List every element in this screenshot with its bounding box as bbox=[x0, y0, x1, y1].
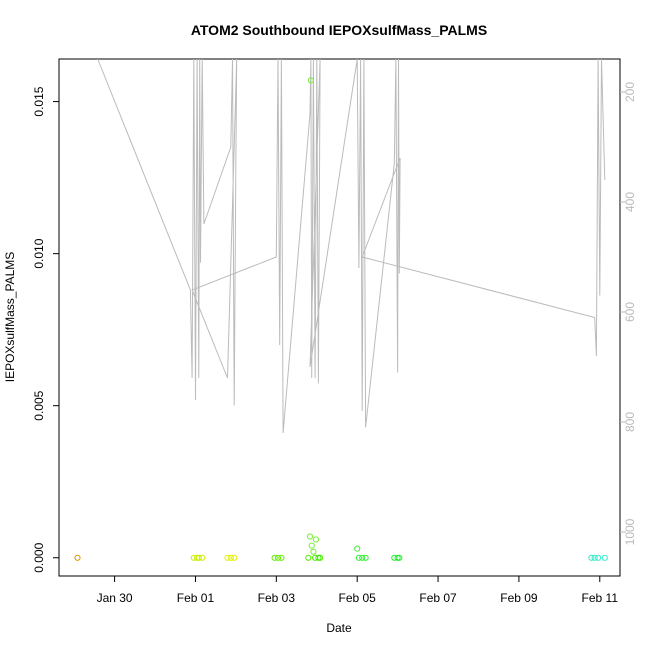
y-tick-label: 0.010 bbox=[32, 238, 46, 268]
data-point bbox=[231, 554, 238, 561]
y-tick-label: 0.005 bbox=[32, 390, 46, 420]
data-point bbox=[601, 554, 608, 561]
data-point bbox=[355, 554, 362, 561]
plot-frame bbox=[58, 58, 621, 577]
data-point bbox=[199, 554, 206, 561]
y-tick-label: 0.000 bbox=[32, 542, 46, 572]
x-tick-label: Feb 05 bbox=[339, 591, 377, 605]
data-points bbox=[74, 77, 608, 561]
data-point bbox=[274, 554, 282, 561]
y2-tick-label: 200 bbox=[623, 82, 637, 102]
x-tick-label: Feb 11 bbox=[582, 591, 619, 605]
x-tick-label: Jan 30 bbox=[97, 591, 133, 605]
data-point bbox=[305, 554, 312, 561]
y-axis-label: IEPOXsulfMass_PALMS bbox=[3, 252, 17, 383]
data-point bbox=[312, 536, 319, 543]
data-point bbox=[315, 554, 322, 561]
data-point bbox=[308, 542, 315, 549]
data-point bbox=[195, 554, 202, 561]
data-point bbox=[310, 548, 317, 555]
data-point bbox=[74, 554, 81, 561]
data-point bbox=[271, 554, 278, 561]
data-point bbox=[278, 554, 285, 561]
data-point bbox=[396, 554, 403, 561]
data-point bbox=[317, 554, 324, 561]
secondary-series-line bbox=[97, 58, 606, 434]
x-axis: Jan 30 Feb 01 Feb 03 Feb 05 Feb 07 Feb 09 Feb … bbox=[97, 576, 619, 605]
data-point bbox=[227, 554, 234, 561]
data-point bbox=[306, 533, 314, 540]
x-axis-label: Date bbox=[326, 621, 352, 635]
x-tick-label: Feb 09 bbox=[500, 591, 538, 605]
data-point bbox=[588, 554, 595, 561]
data-point bbox=[224, 554, 231, 561]
y2-tick-label: 400 bbox=[623, 192, 637, 212]
x-tick-label: Feb 01 bbox=[177, 591, 215, 605]
x-tick-label: Feb 07 bbox=[419, 591, 457, 605]
data-point bbox=[591, 554, 598, 561]
y-tick-label: 0.015 bbox=[32, 86, 46, 116]
data-point bbox=[307, 77, 314, 84]
y-axis: 0.000 0.005 0.010 0.015 bbox=[32, 86, 59, 573]
chart-title: ATOM2 Southbound IEPOXsulfMass_PALMS bbox=[191, 22, 487, 38]
data-point bbox=[359, 554, 366, 561]
data-point bbox=[394, 554, 401, 561]
data-point bbox=[595, 554, 602, 561]
data-point bbox=[362, 554, 369, 561]
data-point bbox=[354, 545, 361, 552]
y2-tick-label: 800 bbox=[623, 412, 637, 432]
y2-tick-label: 1000 bbox=[623, 518, 637, 545]
secondary-line-layer bbox=[97, 58, 606, 434]
y2-tick-label: 600 bbox=[623, 302, 637, 322]
x-tick-label: Feb 03 bbox=[258, 591, 296, 605]
y2-axis: 200 400 600 800 1000 bbox=[620, 82, 637, 545]
